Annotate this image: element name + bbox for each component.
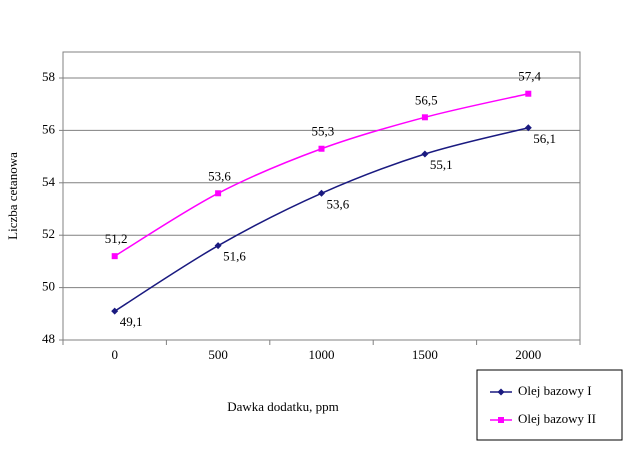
- marker: [421, 114, 428, 121]
- y-tick-label: 52: [42, 226, 55, 241]
- y-tick-label: 54: [42, 174, 56, 189]
- marker: [111, 307, 119, 315]
- x-tick-label: 0: [111, 347, 118, 362]
- x-tick-label: 1500: [412, 347, 438, 362]
- data-label: 56,1: [533, 131, 556, 146]
- data-label: 51,2: [105, 231, 128, 246]
- data-label: 53,6: [327, 196, 350, 211]
- marker: [525, 90, 532, 97]
- data-label: 56,5: [415, 92, 438, 107]
- data-label: 53,6: [208, 168, 231, 183]
- data-label: 55,1: [430, 157, 453, 172]
- marker: [524, 124, 532, 132]
- data-label: 51,6: [223, 249, 246, 264]
- marker: [111, 253, 118, 260]
- legend-label: Olej bazowy I: [518, 383, 592, 398]
- marker: [215, 190, 222, 197]
- x-axis-title: Dawka dodatku, ppm: [227, 399, 339, 414]
- y-axis-title: Liczba cetanowa: [5, 152, 20, 240]
- y-tick-label: 58: [42, 69, 55, 84]
- data-label: 55,3: [312, 124, 335, 139]
- marker: [318, 145, 325, 152]
- legend-marker: [498, 417, 504, 423]
- y-tick-label: 50: [42, 279, 55, 294]
- legend-label: Olej bazowy II: [518, 411, 596, 426]
- legend-marker: [497, 388, 505, 396]
- marker: [421, 150, 429, 158]
- x-tick-label: 2000: [515, 347, 541, 362]
- y-tick-label: 56: [42, 121, 56, 136]
- legend-box: [476, 369, 623, 441]
- marker: [214, 242, 222, 250]
- data-label: 57,4: [518, 69, 541, 84]
- data-label: 49,1: [120, 314, 143, 329]
- marker: [318, 189, 325, 197]
- x-tick-label: 500: [208, 347, 228, 362]
- y-tick-label: 48: [42, 331, 55, 346]
- x-tick-label: 1000: [309, 347, 335, 362]
